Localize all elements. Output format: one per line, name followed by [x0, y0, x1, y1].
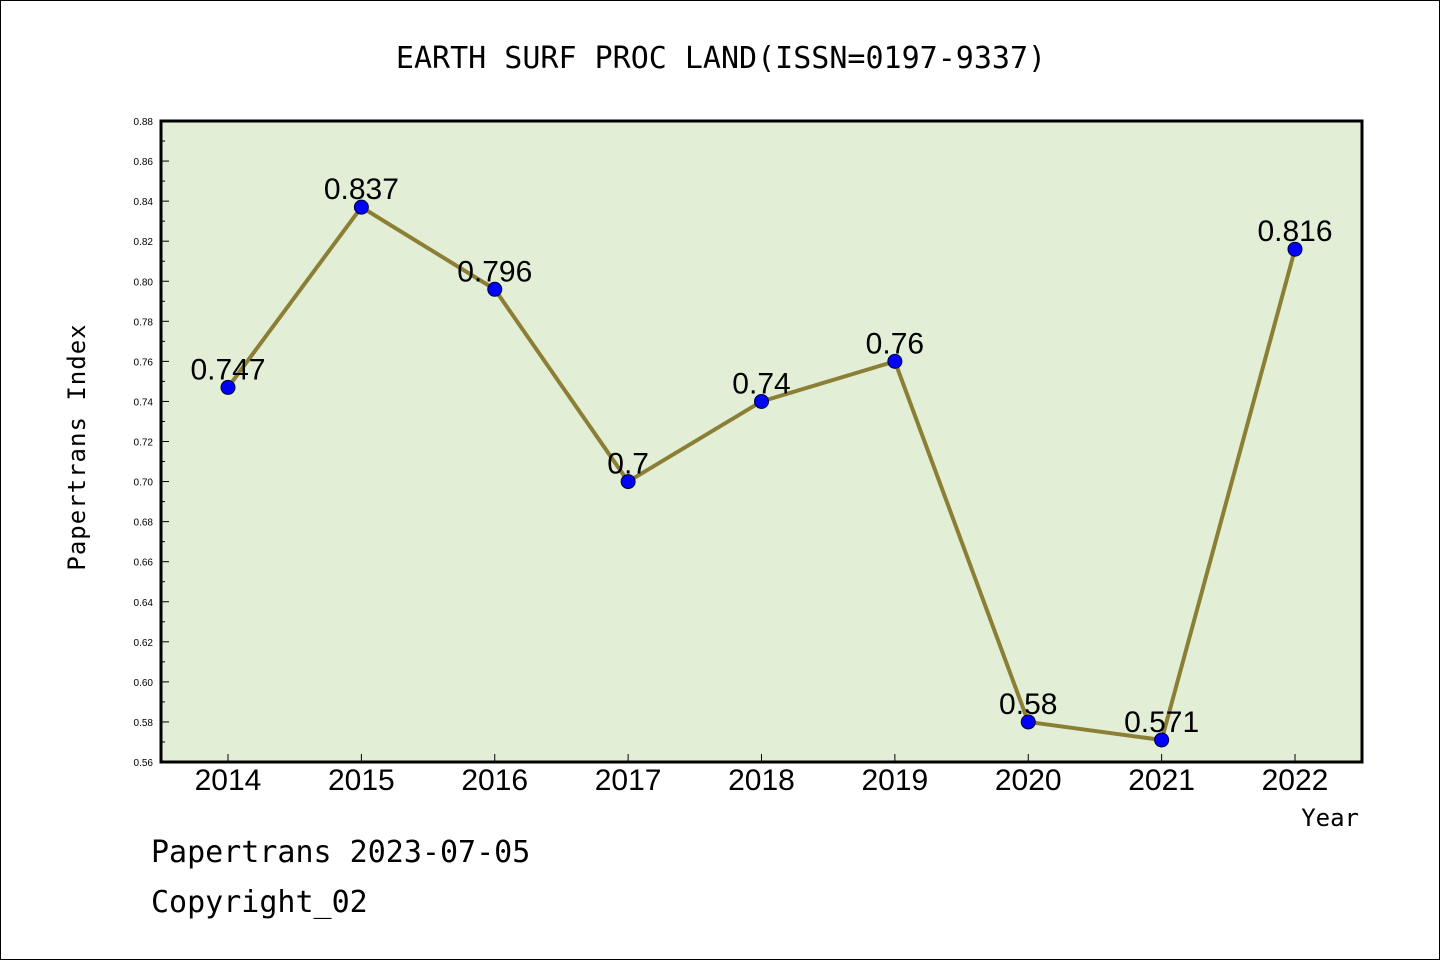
- y-tick-label: 0.74: [134, 397, 154, 408]
- y-axis-label: Papertrans Index: [63, 323, 91, 570]
- plot-area: [159, 119, 1364, 764]
- data-point: [220, 379, 236, 395]
- data-label: 0.796: [457, 255, 532, 288]
- data-point: [1154, 732, 1170, 748]
- x-tick-label: 2014: [195, 764, 262, 797]
- y-tick-label: 0.76: [134, 357, 154, 368]
- y-tick-label: 0.70: [134, 478, 154, 489]
- y-tick-label: 0.62: [134, 638, 154, 649]
- data-label: 0.76: [866, 327, 924, 360]
- chart-title: EARTH SURF PROC LAND(ISSN=0197-9337): [396, 41, 1046, 76]
- y-tick-label: 0.72: [134, 438, 154, 449]
- y-tick-label: 0.80: [134, 277, 154, 288]
- data-labels: 0.747 0.837 0.796 0.7 0.74 0.76 0.58 0.571 0.816: [190, 173, 1332, 739]
- y-tick-label: 0.68: [134, 518, 154, 529]
- x-tick-label: 2015: [328, 764, 395, 797]
- data-point: [754, 393, 769, 409]
- y-tick-label: 0.64: [134, 598, 154, 609]
- data-label: 0.816: [1257, 215, 1332, 248]
- data-label: 0.74: [732, 367, 790, 400]
- data-point: [487, 281, 503, 297]
- y-tick-label: 0.84: [134, 197, 154, 208]
- y-tick-label: 0.56: [134, 758, 154, 769]
- x-tick-label: 2017: [595, 764, 662, 797]
- y-tick-label: 0.60: [134, 678, 154, 689]
- data-point: [887, 353, 903, 369]
- data-label: 0.7: [607, 448, 649, 481]
- y-tick-label: 0.78: [134, 317, 154, 328]
- data-label: 0.58: [999, 688, 1057, 721]
- series-markers: [220, 199, 1303, 748]
- x-tick-label: 2021: [1128, 764, 1195, 797]
- x-tick-label: 2016: [461, 764, 528, 797]
- footer-source: Papertrans 2023-07-05: [151, 835, 531, 870]
- data-point: [1020, 714, 1036, 730]
- data-label: 0.571: [1124, 706, 1199, 739]
- x-axis-label: Year: [1301, 804, 1359, 832]
- x-tick-label: 2020: [995, 764, 1062, 797]
- footer-copyright: Copyright_02: [151, 885, 368, 920]
- data-point: [1287, 241, 1303, 257]
- x-tick-label: 2018: [728, 764, 795, 797]
- y-tick-label: 0.86: [134, 157, 154, 168]
- x-tick-label: 2019: [862, 764, 929, 797]
- data-label: 0.837: [324, 173, 399, 206]
- x-tick-label: 2022: [1262, 764, 1329, 797]
- x-axis: 2014 2015 2016 2017 2018 2019 2020 2021 2022: [195, 754, 1329, 797]
- y-tick-label: 0.88: [134, 117, 154, 128]
- y-axis: 0.56 0.58 0.60 0.62 0.64 0.66 0.68 0.70 0.72 0.74…: [134, 117, 169, 769]
- y-tick-label: 0.82: [134, 237, 154, 248]
- y-tick-label: 0.66: [134, 558, 154, 569]
- data-point: [620, 474, 636, 490]
- y-tick-label: 0.58: [134, 718, 154, 729]
- data-point: [353, 199, 369, 215]
- data-label: 0.747: [190, 353, 265, 386]
